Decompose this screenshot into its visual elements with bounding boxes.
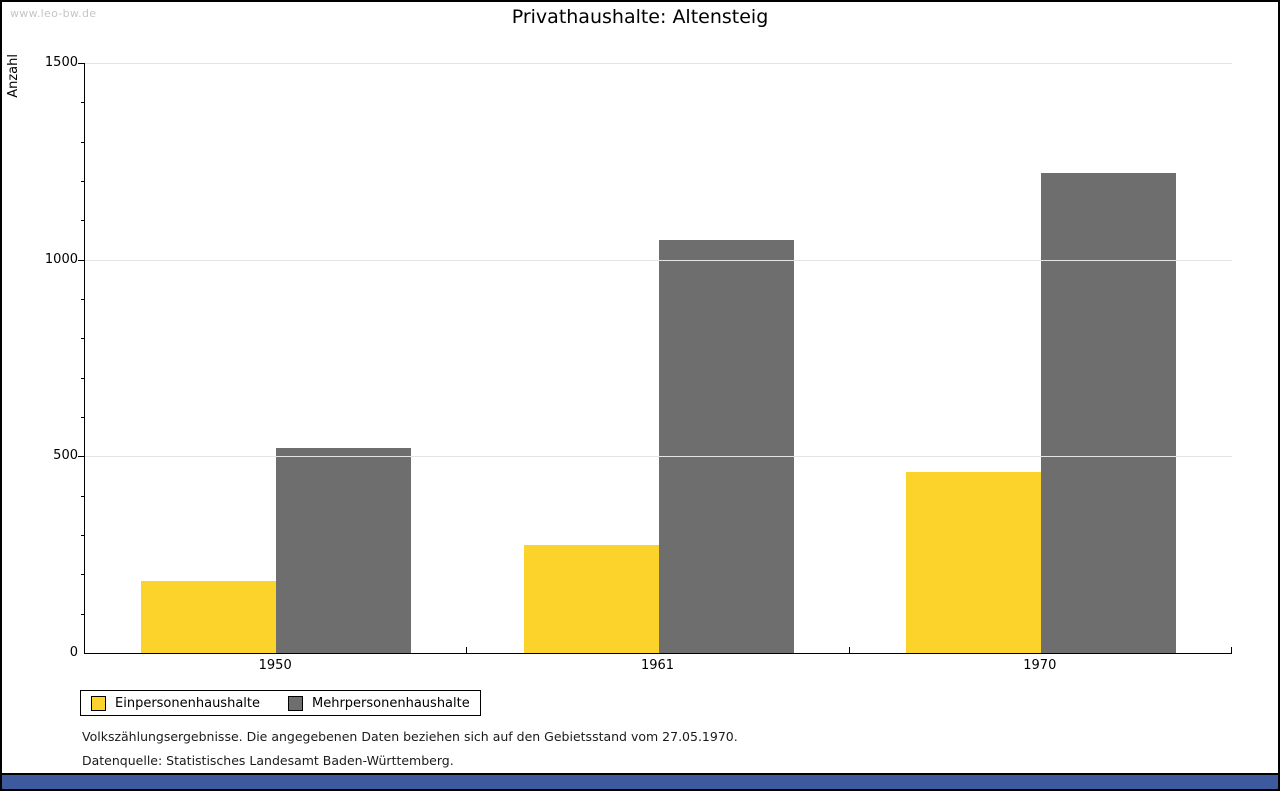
bar-mehrpersonenhaushalte-1961 (658, 240, 794, 653)
y-tick-label-0: 0 (69, 645, 78, 660)
y-axis-tick (81, 338, 85, 340)
y-axis-tick (78, 456, 85, 458)
plot-area (78, 63, 1232, 654)
legend-label-mehrpersonenhaushalte: Mehrpersonenhaushalte (312, 695, 470, 711)
bar-mehrpersonenhaushalte-1970 (1040, 173, 1176, 653)
y-axis-tick (81, 495, 85, 497)
y-tick-label-500: 500 (53, 448, 78, 464)
y-axis-tick (78, 259, 85, 261)
x-tick-label-1950: 1950 (258, 658, 292, 673)
y-axis-tick (81, 613, 85, 615)
y-tick-label-1000: 1000 (44, 251, 78, 267)
bar-einpersonenhaushalte-1970 (905, 471, 1041, 653)
y-tick-label-1500: 1500 (44, 55, 78, 70)
site-watermark: www.leo-bw.de (10, 7, 97, 20)
y-axis-tick (81, 417, 85, 418)
legend-label-einpersonenhaushalte: Einpersonenhaushalte (115, 695, 260, 711)
x-axis-tick (1231, 647, 1232, 653)
gridline (85, 456, 1232, 458)
y-axis-tick (81, 377, 85, 379)
gridline (85, 63, 1232, 64)
footer-bar (2, 773, 1278, 789)
y-axis-tick (81, 535, 85, 536)
y-axis-tick (81, 574, 85, 576)
gridline (85, 259, 1232, 261)
legend-item-mehrpersonenhaushalte: Mehrpersonenhaushalte (288, 695, 470, 711)
bar-mehrpersonenhaushalte-1950 (276, 448, 412, 653)
y-axis-tick (81, 141, 85, 143)
y-axis-tick (81, 299, 85, 300)
y-axis-tick (81, 102, 85, 104)
x-tick-label-1961: 1961 (640, 658, 675, 673)
y-axis-tick (78, 63, 85, 64)
footnote-census: Volkszählungsergebnisse. Die angegebenen… (82, 729, 738, 744)
x-axis-tick (466, 647, 468, 653)
legend: Einpersonenhaushalte Mehrpersonenhaushal… (80, 690, 481, 716)
bar-einpersonenhaushalte-1950 (141, 580, 277, 653)
y-axis-tick (81, 220, 85, 222)
legend-item-einpersonenhaushalte: Einpersonenhaushalte (91, 695, 260, 711)
footnote-source: Datenquelle: Statistisches Landesamt Bad… (82, 753, 454, 768)
legend-swatch-einpersonenhaushalte-icon (91, 695, 106, 711)
x-tick-label-1970: 1970 (1023, 658, 1057, 673)
bar-einpersonenhaushalte-1961 (523, 544, 659, 653)
y-axis-tick (81, 181, 85, 182)
chart-title: Privathaushalte: Altensteig (511, 6, 769, 28)
x-axis-tick (848, 647, 850, 653)
legend-swatch-mehrpersonenhaushalte-icon (288, 695, 303, 711)
